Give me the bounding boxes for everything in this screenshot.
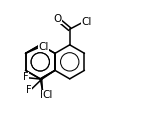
Text: O: O (54, 14, 62, 24)
Text: Cl: Cl (42, 91, 52, 100)
Text: Cl: Cl (38, 42, 48, 52)
Text: F: F (40, 90, 46, 100)
Text: F: F (26, 85, 32, 95)
Text: F: F (23, 72, 29, 82)
Text: Cl: Cl (81, 17, 91, 27)
